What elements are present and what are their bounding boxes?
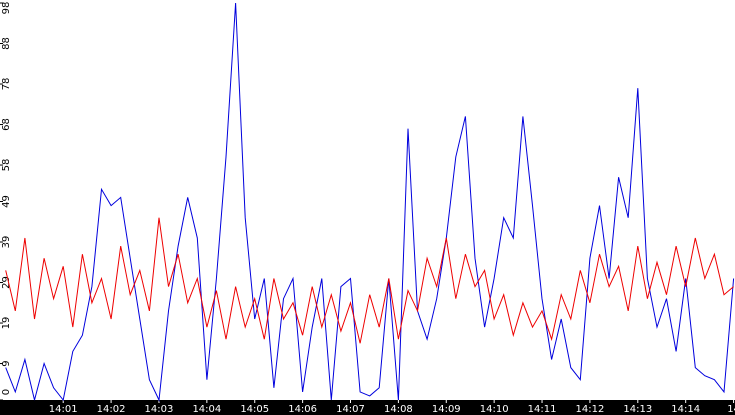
y-tick-label: 29 <box>1 276 12 289</box>
x-tick-label: 14:04 <box>192 404 221 415</box>
plot-area <box>0 0 735 400</box>
y-tick-label: 58 <box>1 159 12 172</box>
y-tick-label: 78 <box>1 78 12 91</box>
x-axis-band <box>0 400 735 415</box>
x-tick-label: 14:10 <box>480 404 509 415</box>
y-tick-label: 98 <box>1 2 12 15</box>
y-tick-label: 19 <box>1 317 12 330</box>
x-tick-label: 14:14 <box>671 404 700 415</box>
y-tick-label: 39 <box>1 236 12 249</box>
x-tick-label: 14 <box>727 404 735 415</box>
y-tick-label: 68 <box>1 118 12 131</box>
x-tick-label: 14:07 <box>336 404 365 415</box>
x-tick-label: 14:03 <box>145 404 174 415</box>
y-tick-label: 49 <box>1 195 12 208</box>
x-tick-label: 14:08 <box>384 404 413 415</box>
y-tick-label: 0 <box>1 389 12 395</box>
x-tick-label: 14:02 <box>97 404 126 415</box>
y-tick-label: 9 <box>1 360 12 366</box>
x-tick-label: 14:09 <box>432 404 461 415</box>
x-tick-label: 14:05 <box>240 404 269 415</box>
series-line <box>5 2 735 402</box>
series-line <box>5 217 734 344</box>
y-tick-label: 88 <box>1 37 12 50</box>
x-tick-label: 14:01 <box>49 404 78 415</box>
x-tick-label: 14:06 <box>288 404 317 415</box>
x-tick-label: 14:13 <box>623 404 652 415</box>
x-tick-label: 14:11 <box>528 404 557 415</box>
x-tick-label: 14:12 <box>576 404 605 415</box>
